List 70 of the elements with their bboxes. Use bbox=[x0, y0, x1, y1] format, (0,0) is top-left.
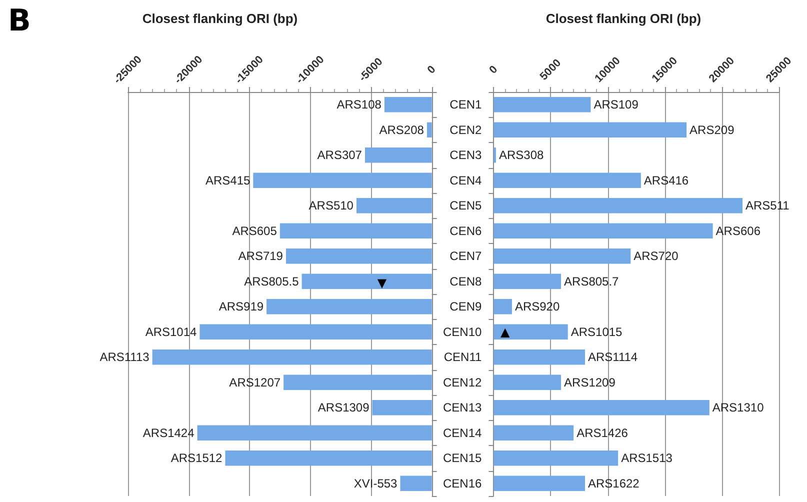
y-tick-label: CEN8 bbox=[450, 274, 482, 288]
bar bbox=[494, 450, 618, 466]
data-label: XVI-553 bbox=[354, 476, 398, 490]
data-label: ARS1310 bbox=[712, 400, 764, 415]
data-label: ARS510 bbox=[308, 198, 354, 213]
data-label: ARS1513 bbox=[621, 451, 673, 466]
data-label: ARS1014 bbox=[145, 324, 198, 339]
bar bbox=[494, 122, 687, 138]
y-tick-label: CEN1 bbox=[450, 98, 482, 112]
y-tick-label: CEN3 bbox=[450, 148, 482, 162]
y-tick-label: CEN16 bbox=[442, 476, 482, 490]
y-tick-label: CEN13 bbox=[442, 400, 482, 415]
bar bbox=[494, 425, 574, 440]
text: B bbox=[8, 4, 31, 38]
data-label: ARS805.5 bbox=[244, 274, 300, 288]
data-label: ARS719 bbox=[238, 249, 284, 264]
bar bbox=[494, 350, 585, 365]
data-label: ARS1622 bbox=[588, 476, 640, 490]
y-tick-label: CEN12 bbox=[442, 375, 482, 390]
data-label: ARS1424 bbox=[142, 426, 195, 440]
y-tick-label: CEN10 bbox=[442, 324, 482, 339]
bar bbox=[494, 223, 713, 238]
data-label: ARS1426 bbox=[576, 426, 628, 440]
bar bbox=[494, 324, 568, 340]
data-label: ARS308 bbox=[498, 148, 544, 162]
data-label: ARS416 bbox=[644, 173, 689, 188]
y-tick-label: CEN2 bbox=[450, 122, 482, 137]
y-tick-label: CEN5 bbox=[450, 198, 482, 213]
bar bbox=[494, 198, 742, 214]
bar bbox=[494, 400, 710, 416]
y-tick-label: CEN11 bbox=[444, 350, 482, 364]
bar bbox=[494, 274, 562, 289]
bar bbox=[494, 248, 631, 264]
data-label: ARS511 bbox=[745, 198, 790, 213]
y-tick-label: CEN7 bbox=[450, 249, 482, 264]
data-label: ARS1209 bbox=[564, 375, 616, 390]
data-label: ARS1207 bbox=[229, 375, 281, 390]
data-label: ARS606 bbox=[716, 224, 761, 238]
y-tick-label: CEN4 bbox=[450, 173, 482, 188]
data-label: ARS1309 bbox=[318, 400, 370, 415]
data-label: ARS108 bbox=[336, 98, 382, 112]
chart-title: Closest flanking ORI (bp) bbox=[142, 11, 298, 26]
y-tick-label: CEN9 bbox=[450, 300, 482, 314]
bar bbox=[494, 476, 585, 491]
annotation: ▼ bbox=[377, 276, 388, 290]
data-label: ARS920 bbox=[514, 300, 560, 314]
bar bbox=[494, 172, 641, 188]
data-label: ARS1015 bbox=[570, 324, 623, 339]
bar bbox=[494, 97, 591, 112]
data-label: ARS1114 bbox=[588, 350, 638, 364]
y-tick-label: CEN15 bbox=[442, 451, 482, 466]
annotation: ▲ bbox=[500, 324, 510, 339]
data-label: ARS415 bbox=[205, 173, 250, 188]
data-label: ARS720 bbox=[634, 249, 679, 264]
bar bbox=[494, 374, 562, 390]
data-label: ARS1113 bbox=[100, 350, 150, 364]
y-tick-label: CEN14 bbox=[442, 426, 482, 440]
data-label: ARS1512 bbox=[170, 451, 223, 466]
x-tick-label: 0 bbox=[425, 64, 438, 76]
x-tick-label: 0 bbox=[487, 64, 500, 76]
data-label: ARS307 bbox=[317, 148, 362, 162]
data-label: ARS805.7 bbox=[564, 274, 620, 288]
data-label: ARS919 bbox=[218, 300, 264, 314]
y-tick-label: CEN6 bbox=[450, 224, 482, 238]
bar bbox=[494, 299, 512, 314]
data-label: ARS208 bbox=[379, 122, 424, 137]
data-label: ARS605 bbox=[232, 224, 278, 238]
chart-title: Closest flanking ORI (bp) bbox=[546, 11, 702, 26]
data-label: ARS109 bbox=[594, 98, 639, 112]
data-label: ARS209 bbox=[690, 122, 735, 137]
